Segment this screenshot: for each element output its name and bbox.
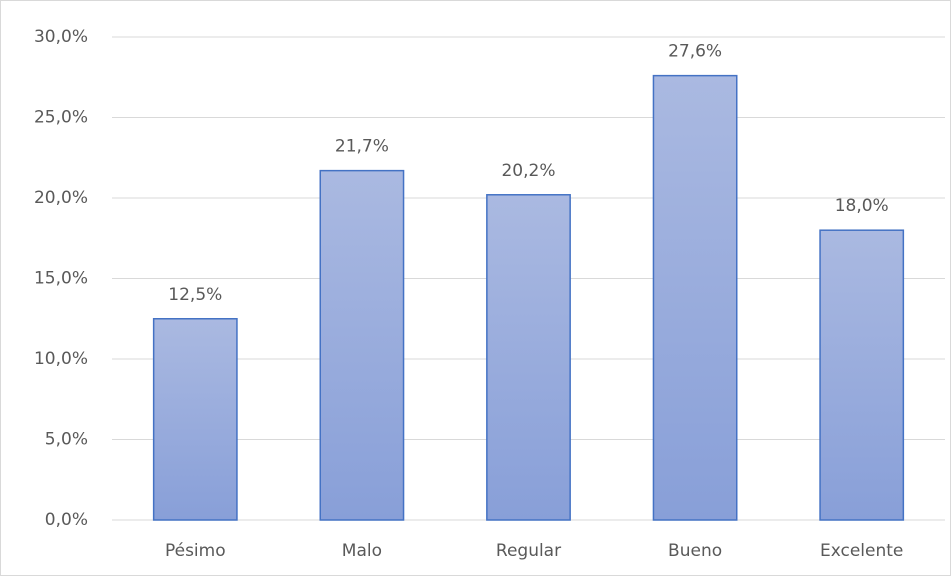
bar (486, 194, 571, 521)
bar (652, 74, 738, 521)
value-label: 27,6% (668, 42, 722, 62)
value-label: 20,2% (501, 161, 555, 181)
bar (152, 318, 238, 521)
y-tick-label: 30,0% (34, 27, 88, 47)
value-label: 21,7% (335, 137, 389, 157)
y-tick-label: 5,0% (45, 430, 88, 450)
bar (819, 229, 905, 521)
x-tick-label: Regular (496, 541, 561, 561)
x-tick-label: Bueno (668, 541, 722, 561)
y-tick-label: 10,0% (34, 349, 88, 369)
x-tick-label: Pésimo (165, 541, 226, 561)
y-tick-label: 15,0% (34, 269, 88, 289)
x-tick-label: Excelente (820, 541, 903, 561)
value-label: 12,5% (168, 285, 222, 305)
bar (319, 169, 405, 521)
x-tick-label: Malo (342, 541, 382, 561)
y-tick-label: 0,0% (45, 510, 88, 530)
y-tick-label: 25,0% (34, 108, 88, 128)
value-label: 18,0% (835, 196, 889, 216)
y-tick-label: 20,0% (34, 188, 88, 208)
